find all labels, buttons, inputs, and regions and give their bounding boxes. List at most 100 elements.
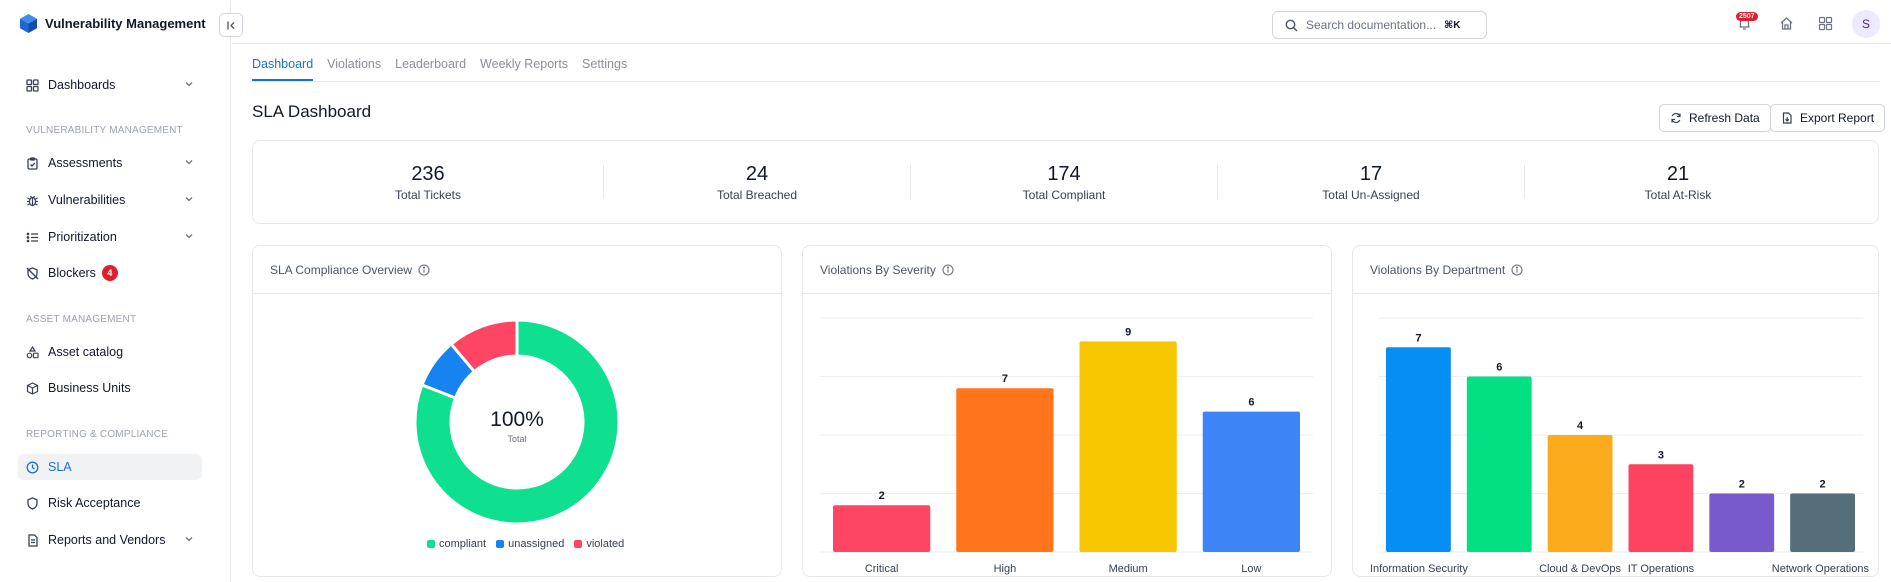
apps-grid-icon xyxy=(1818,16,1832,30)
legend-item-unassigned[interactable]: unassigned xyxy=(496,538,564,550)
sidebar-item-label: Dashboards xyxy=(48,78,116,92)
donut-slice-violated[interactable] xyxy=(449,318,519,374)
clipboard-check-icon xyxy=(27,156,38,170)
x-tick-label: Medium xyxy=(1109,563,1148,575)
bar-network-operations[interactable] xyxy=(1790,493,1855,553)
tab-weekly-reports[interactable]: Weekly Reports xyxy=(480,57,569,71)
bar-category-4[interactable] xyxy=(1709,493,1775,553)
stat-total-compliant: 174 Total Compliant xyxy=(911,141,1217,225)
stat-total-at-risk: 21 Total At-Risk xyxy=(1525,141,1831,225)
sidebar-item-vulnerabilities[interactable]: Vulnerabilities xyxy=(18,187,202,213)
refresh-data-button[interactable]: Refresh Data xyxy=(1659,104,1771,132)
notification-count-badge: 2507 xyxy=(1736,12,1758,21)
x-tick-label: Cloud & DevOps xyxy=(1539,563,1621,575)
tab-violations[interactable]: Violations xyxy=(327,57,382,71)
bar-medium[interactable] xyxy=(1079,341,1177,552)
legend-item-compliant[interactable]: compliant xyxy=(427,538,486,550)
bar-high[interactable] xyxy=(956,388,1054,552)
sidebar-item-label: Assessments xyxy=(48,156,123,170)
chevron-down-icon xyxy=(185,234,193,239)
bar-value-label: 9 xyxy=(1125,326,1131,338)
sidebar-item-assessments[interactable]: Assessments xyxy=(18,150,202,176)
x-tick-label: Low xyxy=(1241,563,1261,575)
donut-legend: compliant unassigned violated xyxy=(427,538,624,550)
info-icon[interactable] xyxy=(1511,263,1523,276)
search-input[interactable] xyxy=(1306,18,1436,32)
legend-label: compliant xyxy=(439,538,487,550)
sidebar-item-label: Business Units xyxy=(48,381,131,395)
stat-divider xyxy=(910,165,911,199)
home-button[interactable] xyxy=(1777,14,1795,32)
apps-button[interactable] xyxy=(1816,14,1834,32)
stat-value: 236 xyxy=(411,163,445,185)
card-header: Violations By Department xyxy=(1353,246,1878,294)
sidebar-item-label: SLA xyxy=(48,460,72,474)
bar-cloud-devops[interactable] xyxy=(1547,435,1613,552)
stat-label: Total Tickets xyxy=(394,188,462,202)
legend-swatch xyxy=(496,540,505,548)
tab-leaderboard[interactable]: Leaderboard xyxy=(395,57,467,71)
sidebar-item-reports-and-vendors[interactable]: Reports and Vendors xyxy=(18,527,202,553)
sla-compliance-card: SLA Compliance Overview 100% Total compl… xyxy=(252,245,782,577)
list-ordered-icon xyxy=(26,232,38,242)
bar-category-1[interactable] xyxy=(1466,376,1532,553)
stat-divider xyxy=(1524,165,1525,199)
export-report-button[interactable]: Export Report xyxy=(1770,104,1886,132)
sidebar-item-label: Reports and Vendors xyxy=(48,533,166,547)
sidebar-item-asset-catalog[interactable]: Asset catalog xyxy=(18,339,202,365)
sidebar-item-prioritization[interactable]: Prioritization xyxy=(18,224,202,250)
export-report-label: Export Report xyxy=(1800,111,1875,125)
sidebar-item-business-units[interactable]: Business Units xyxy=(18,375,202,401)
sidebar-item-label: Prioritization xyxy=(48,230,117,244)
stat-total-tickets: 236 Total Tickets xyxy=(253,141,603,225)
clock-icon xyxy=(26,461,39,473)
stat-divider xyxy=(603,165,604,199)
legend-label: violated xyxy=(586,538,625,550)
stat-value: 17 xyxy=(1359,163,1383,185)
shield-icon xyxy=(27,496,38,510)
search-shortcut: ⌘K xyxy=(1444,19,1461,31)
stat-total-breached: 24 Total Breached xyxy=(604,141,910,225)
info-icon[interactable] xyxy=(942,263,954,276)
legend-label: unassigned xyxy=(508,538,565,550)
tab-dashboard[interactable]: Dashboard xyxy=(252,47,314,81)
info-icon[interactable] xyxy=(418,263,430,276)
donut-center-label: Total xyxy=(507,434,527,444)
refresh-data-label: Refresh Data xyxy=(1689,111,1760,125)
search-box[interactable]: ⌘K xyxy=(1272,11,1487,39)
stat-value: 24 xyxy=(745,163,769,185)
cube-logo-icon xyxy=(20,14,37,33)
bar-it-operations[interactable] xyxy=(1628,464,1694,552)
chevron-down-icon xyxy=(185,82,193,87)
tab-bar: Dashboard Violations Leaderboard Weekly … xyxy=(252,47,1879,82)
donut-center: 100% Total xyxy=(467,408,567,444)
bar-value-label: 6 xyxy=(1496,362,1502,374)
card-title: Violations By Severity xyxy=(820,262,936,277)
bar-low[interactable] xyxy=(1202,411,1300,552)
bug-icon xyxy=(27,195,38,206)
sidebar-item-risk-acceptance[interactable]: Risk Acceptance xyxy=(18,490,202,516)
legend-swatch xyxy=(574,540,583,548)
bar-critical[interactable] xyxy=(833,505,931,552)
bar-value-label: 4 xyxy=(1577,420,1584,432)
card-header: Violations By Severity xyxy=(803,246,1331,294)
legend-item-violated[interactable]: violated xyxy=(574,538,624,550)
bar-information-security[interactable] xyxy=(1386,347,1451,552)
sidebar-collapse-button[interactable] xyxy=(219,13,243,37)
sidebar-item-sla[interactable]: SLA xyxy=(18,454,202,480)
sidebar-item-blockers[interactable]: Blockers 4 xyxy=(18,260,202,286)
bar-value-label: 2 xyxy=(1820,479,1826,491)
stat-label: Total At-Risk xyxy=(1644,188,1712,202)
donut-center-value: 100% xyxy=(490,408,544,431)
sidebar-item-label: Risk Acceptance xyxy=(48,496,141,510)
card-header: SLA Compliance Overview xyxy=(253,246,781,294)
sidebar-item-dashboards[interactable]: Dashboards xyxy=(18,72,202,98)
donut-slice-compliant[interactable] xyxy=(413,318,621,526)
brand[interactable]: Vulnerability Management xyxy=(20,14,206,33)
stat-label: Total Un-Assigned xyxy=(1322,188,1420,202)
sidebar-item-label: Asset catalog xyxy=(48,345,124,359)
stat-label: Total Breached xyxy=(716,188,798,202)
stat-value: 21 xyxy=(1666,163,1690,185)
user-avatar[interactable]: S xyxy=(1852,10,1880,38)
tab-settings[interactable]: Settings xyxy=(582,57,628,71)
